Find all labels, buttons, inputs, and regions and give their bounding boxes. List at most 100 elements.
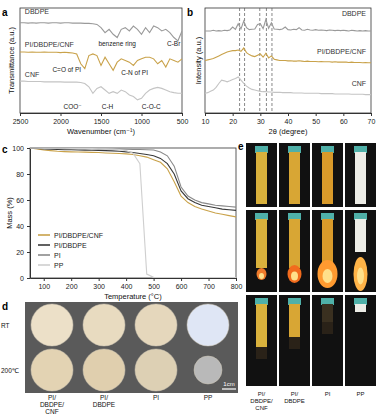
series-line [205,19,371,30]
x-tick-label: 2000 [53,118,69,125]
sample-disc [83,349,125,391]
clip-holder [288,298,301,305]
x-tick-mark [205,113,206,116]
column-label: DBDPE [284,398,305,404]
x-tick-label: 60 [340,118,348,125]
flame [354,257,368,291]
x-tick-mark [181,278,182,281]
x-tick-label: 2500 [13,118,29,125]
legend-swatch [38,234,50,236]
chart-panel: 2500200015001000500DBDPEPI/DBDPE/CNFCNFb… [2,7,188,136]
x-tick-mark [343,113,344,116]
x-axis-line [31,278,237,279]
x-tick-label: 500 [148,283,160,290]
clip-holder [255,298,268,305]
panel-label: c [2,144,8,155]
annotation: benzene ring [98,40,136,48]
photo-background [345,210,376,292]
x-axis-title: 2θ (degree) [269,127,308,136]
x-tick: 2000 [53,113,69,125]
x-tick: 500 [177,113,189,125]
x-tick: 60 [340,113,348,125]
photo-background [312,143,343,207]
x-tick-label: 20 [229,118,237,125]
clip-holder [354,213,367,220]
column-label: PP [204,394,213,401]
x-tick-mark [142,113,143,116]
photo-background [279,143,310,207]
x-axis: 2500200015001000500 [13,113,189,125]
sample-disc [135,304,177,346]
x-tick-mark [71,278,72,281]
sample-disc [135,349,177,391]
y-tick: 0 [20,275,30,282]
x-tick-mark [236,278,237,281]
y-axis-title: Transmittance (a.u.) [7,27,16,94]
sample-strip [355,152,366,204]
legend-label: PI/DBDPE [54,242,87,249]
x-tick: 100 [38,278,50,290]
column-label: PI/ [291,391,299,397]
x-tick-mark [44,278,45,281]
y-axis-title: Intensity (a.u.) [194,36,203,84]
y-axis-line [30,149,31,279]
legend-swatch [38,254,50,256]
x-tick-mark [371,113,372,116]
sample-disc [187,304,229,346]
series-line [20,52,182,70]
flame [257,268,267,280]
plot-area [20,23,182,100]
scale-bar-label: 1cm [223,381,234,387]
legend-label: PI [54,252,61,259]
charred-end [322,322,333,334]
x-tick-label: 600 [176,283,188,290]
x-tick-mark [316,113,317,116]
x-tick: 400 [121,278,133,290]
y-tick: 40 [16,223,30,230]
scale-bar [222,388,236,389]
x-tick-label: 1000 [134,118,150,125]
clip-holder [288,146,301,153]
x-tick: 50 [312,113,320,125]
y-tick-mark [27,200,30,201]
x-tick-mark [126,278,127,281]
x-tick: 10 [202,113,210,125]
panel-label: b [187,7,193,18]
clip-holder [321,298,334,305]
column-label: PI/ [48,394,56,401]
legend-swatch [38,264,50,266]
series-line [205,48,371,63]
photo-background [312,210,343,292]
y-axis: 020406080100 [12,145,30,282]
column-label: DBDPE/ [250,398,273,404]
x-tick: 20 [229,113,237,125]
panel-label: a [2,7,8,18]
x-tick-label: 700 [203,283,215,290]
x-tick: 600 [176,278,188,290]
x-axis-title: Wavenumber (cm⁻¹) [67,127,135,136]
plot-area [30,148,236,277]
annotation: COO⁻ [64,103,82,110]
sample-strip [256,304,267,359]
column-label: DBDPE/ [40,401,64,408]
column-label: CNF [255,405,268,411]
photo-panel: ePI/DBDPE/CNFPI/DBDPEPIPP [238,141,376,411]
sample-disc [31,304,73,346]
flame-core [323,269,333,283]
panel-label: e [238,141,244,152]
photo-background [25,302,238,393]
plot-frame [205,8,371,113]
clip-holder [354,298,367,305]
series-label: PI/DBDPE/CNF [317,48,366,55]
clip-holder [255,213,268,220]
y-axis-title: Mass (%) [5,197,14,229]
series-line [30,148,236,210]
sample-strip [322,152,333,204]
plot-frame [30,148,236,278]
x-tick-label: 10 [202,118,210,125]
column-label: CNF [45,408,58,415]
x-tick: 500 [148,278,160,290]
x-tick-label: 500 [177,118,189,125]
y-tick: 20 [16,249,30,256]
annotation: C-Br [167,40,181,47]
